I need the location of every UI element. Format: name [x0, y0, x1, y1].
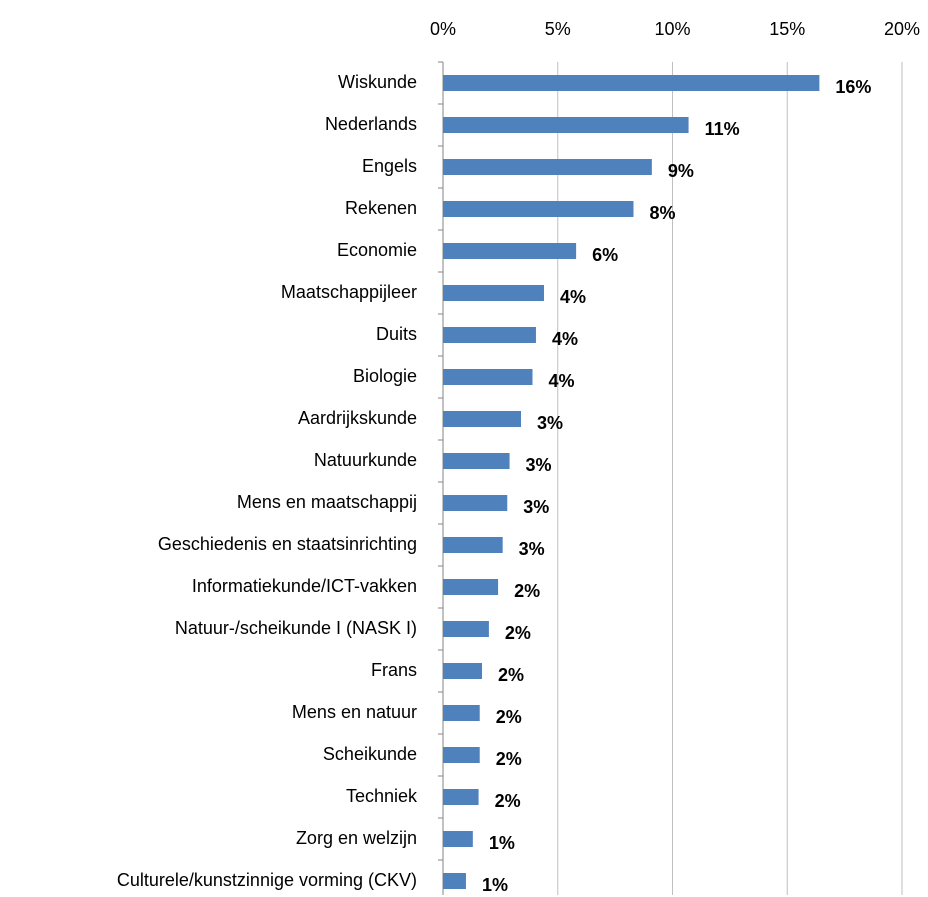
- bar: [443, 285, 544, 301]
- y-tick-label: Economie: [337, 240, 417, 260]
- x-tick-label: 20%: [884, 19, 920, 39]
- y-tick-label: Aardrijkskunde: [298, 408, 417, 428]
- bar: [443, 369, 533, 385]
- value-label: 6%: [592, 245, 618, 265]
- bar: [443, 411, 522, 427]
- value-label: 2%: [514, 581, 540, 601]
- bar: [443, 537, 503, 553]
- bar: [443, 747, 480, 763]
- bar: [443, 621, 489, 637]
- bar: [443, 663, 483, 679]
- value-label: 2%: [498, 665, 524, 685]
- bar: [443, 873, 466, 889]
- bar: [443, 705, 480, 721]
- y-tick-label: Maatschappijleer: [281, 282, 417, 302]
- value-label: 3%: [523, 497, 549, 517]
- x-tick-label: 0%: [430, 19, 456, 39]
- bar: [443, 789, 479, 805]
- value-label: 9%: [668, 161, 694, 181]
- value-label: 4%: [560, 287, 586, 307]
- bar: [443, 243, 577, 259]
- y-tick-label: Techniek: [346, 786, 418, 806]
- y-tick-label: Natuurkunde: [314, 450, 417, 470]
- bar: [443, 831, 473, 847]
- y-tick-label: Scheikunde: [323, 744, 417, 764]
- value-label: 3%: [526, 455, 552, 475]
- value-label: 4%: [549, 371, 575, 391]
- value-label: 2%: [495, 791, 521, 811]
- value-label: 1%: [489, 833, 515, 853]
- value-label: 8%: [649, 203, 675, 223]
- y-tick-label: Biologie: [353, 366, 417, 386]
- y-tick-label: Frans: [371, 660, 417, 680]
- y-tick-label: Geschiedenis en staatsinrichting: [158, 534, 417, 554]
- y-tick-label: Mens en maatschappij: [237, 492, 417, 512]
- y-tick-label: Culturele/kunstzinnige vorming (CKV): [117, 870, 417, 890]
- value-label: 4%: [552, 329, 578, 349]
- bar: [443, 201, 634, 217]
- bar: [443, 159, 652, 175]
- bar: [443, 117, 689, 133]
- bar: [443, 495, 508, 511]
- value-label: 11%: [705, 119, 740, 139]
- y-tick-label: Natuur-/scheikunde I (NASK I): [175, 618, 417, 638]
- bar: [443, 327, 536, 343]
- value-label: 16%: [835, 77, 871, 97]
- value-label: 3%: [519, 539, 545, 559]
- bar: [443, 579, 499, 595]
- bar: [443, 453, 510, 469]
- value-label: 2%: [496, 707, 522, 727]
- y-tick-label: Zorg en welzijn: [296, 828, 417, 848]
- y-tick-label: Wiskunde: [338, 72, 417, 92]
- value-label: 2%: [496, 749, 522, 769]
- value-label: 3%: [537, 413, 563, 433]
- y-tick-label: Nederlands: [325, 114, 417, 134]
- x-tick-label: 10%: [654, 19, 690, 39]
- y-tick-label: Engels: [362, 156, 417, 176]
- bar: [443, 75, 820, 91]
- y-tick-label: Mens en natuur: [292, 702, 417, 722]
- value-label: 2%: [505, 623, 531, 643]
- value-label: 1%: [482, 875, 508, 895]
- x-tick-label: 15%: [769, 19, 805, 39]
- x-tick-label: 5%: [545, 19, 571, 39]
- y-tick-label: Rekenen: [345, 198, 417, 218]
- y-tick-label: Duits: [376, 324, 417, 344]
- y-tick-label: Informatiekunde/ICT-vakken: [192, 576, 417, 596]
